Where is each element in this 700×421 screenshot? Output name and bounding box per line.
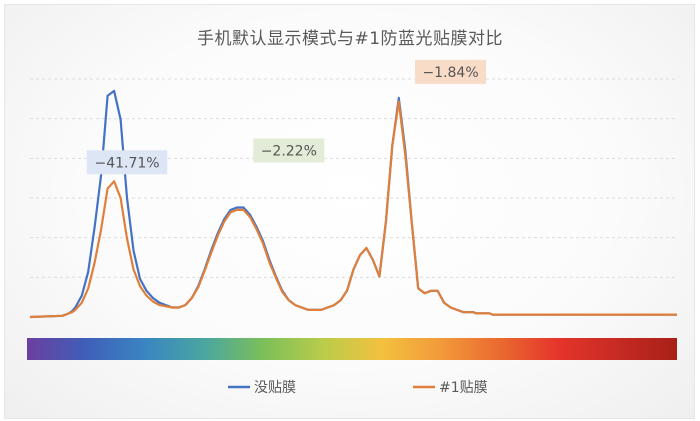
annotation-box xyxy=(253,138,325,163)
chart-title: 手机默认显示模式与#1防蓝光贴膜对比 xyxy=(196,29,504,49)
legend-label-2: #1贴膜 xyxy=(439,380,488,396)
annotation-label: −1.84% xyxy=(422,65,478,81)
legend: 没贴膜 #1贴膜 xyxy=(228,380,488,396)
series-lines xyxy=(29,89,677,319)
annotation-box xyxy=(415,59,487,84)
legend-label-1: 没贴膜 xyxy=(254,380,296,396)
annotations: −41.71% −2.22% −1.84% xyxy=(86,59,487,175)
series-line-1 xyxy=(29,89,677,319)
annotation-box xyxy=(86,150,168,175)
series-line-2 xyxy=(29,100,677,319)
annotation-label: −41.71% xyxy=(94,155,159,171)
annotation-label: −2.22% xyxy=(261,143,317,159)
gridlines xyxy=(30,78,677,278)
spectrum-bar xyxy=(27,338,677,360)
